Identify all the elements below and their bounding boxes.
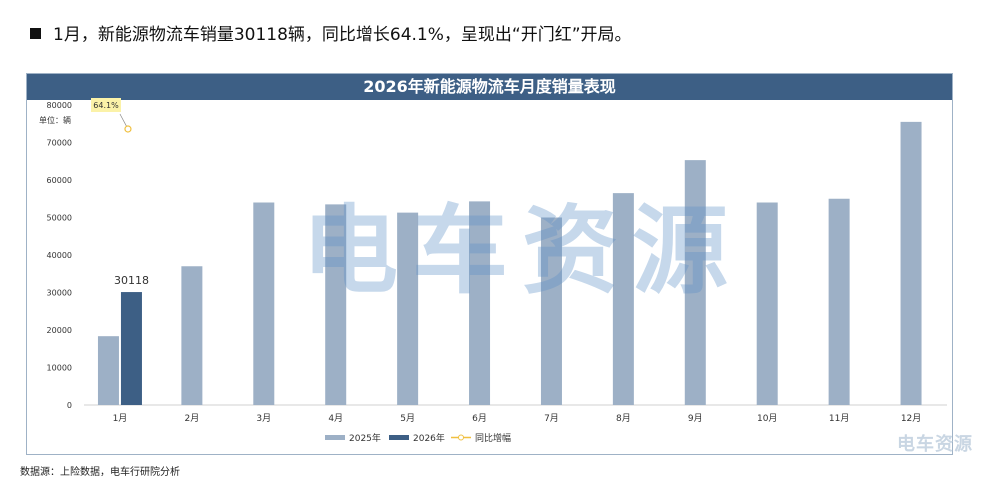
x-tick-label: 11月 <box>829 413 849 424</box>
y-tick-label: 50000 <box>47 214 72 223</box>
bar-2025-1 <box>97 336 119 405</box>
y-tick-label: 60000 <box>47 176 72 185</box>
bar-2025-5 <box>397 212 419 405</box>
legend-marker-yoy <box>458 434 464 441</box>
x-tick-label: 6月 <box>472 413 487 424</box>
x-tick-label: 8月 <box>616 413 631 424</box>
chart-title: 2026年新能源物流车月度销量表现 <box>27 74 952 100</box>
legend-label-2025: 2025年 <box>349 432 381 444</box>
headline: 1月，新能源物流车销量30118辆，同比增长64.1%，呈现出“开门红”开局。 <box>30 20 632 45</box>
center-watermark: 电车资源 <box>302 195 742 307</box>
y-tick-label: 80000 <box>47 101 72 110</box>
corner-watermark: 电车资源 <box>897 434 973 455</box>
y-tick-label: 0 <box>67 401 72 410</box>
x-tick-label: 2月 <box>185 413 200 424</box>
legend-label-2026: 2026年 <box>413 432 445 444</box>
legend-label-yoy: 同比增幅 <box>475 432 511 444</box>
x-tick-label: 4月 <box>328 413 343 424</box>
bar-2025-8 <box>612 193 634 405</box>
x-tick-label: 5月 <box>400 413 415 424</box>
bullet-square-icon <box>30 28 41 39</box>
bar-2025-2 <box>181 266 203 405</box>
bar-2026-1 <box>120 292 142 405</box>
x-tick-label: 12月 <box>901 413 921 424</box>
x-tick-label: 7月 <box>544 413 559 424</box>
bar-2025-11 <box>828 198 850 405</box>
y-tick-label: 20000 <box>47 326 72 335</box>
headline-text: 1月，新能源物流车销量30118辆，同比增长64.1%，呈现出“开门红”开局。 <box>53 25 632 45</box>
x-tick-label: 3月 <box>256 413 271 424</box>
x-tick-label: 1月 <box>113 413 128 424</box>
bar-2025-9 <box>684 160 706 405</box>
legend-swatch-2025 <box>325 435 345 440</box>
line-data-label: 64.1% <box>93 101 119 110</box>
line-label-bg <box>91 98 121 112</box>
bar-data-label: 30118 <box>114 274 149 287</box>
legend-swatch-2026 <box>389 435 409 440</box>
bar-2025-10 <box>756 202 778 405</box>
x-tick-label: 9月 <box>688 413 703 424</box>
bar-2025-6 <box>469 201 491 405</box>
y-tick-label: 40000 <box>47 251 72 260</box>
unit-label: 单位：辆 <box>39 115 71 125</box>
y-tick-label: 10000 <box>47 364 72 373</box>
bar-chart: 0 10000 20000 30000 40000 50000 60000 70000 8000… <box>39 98 947 444</box>
x-tick-label: 10月 <box>757 413 777 424</box>
y-tick-label: 30000 <box>47 289 72 298</box>
chart-container: 2026年新能源物流车月度销量表现 0 10000 20000 30000 40000 5… <box>26 73 953 455</box>
bar-2025-12 <box>900 121 922 405</box>
bar-2025-4 <box>325 204 347 405</box>
bar-2025-7 <box>540 217 562 405</box>
yoy-point-1 <box>124 125 132 133</box>
source-note: 数据源：上险数据，电车行研院分析 <box>20 467 180 478</box>
y-tick-label: 70000 <box>47 139 72 148</box>
bar-2025-3 <box>253 202 275 405</box>
